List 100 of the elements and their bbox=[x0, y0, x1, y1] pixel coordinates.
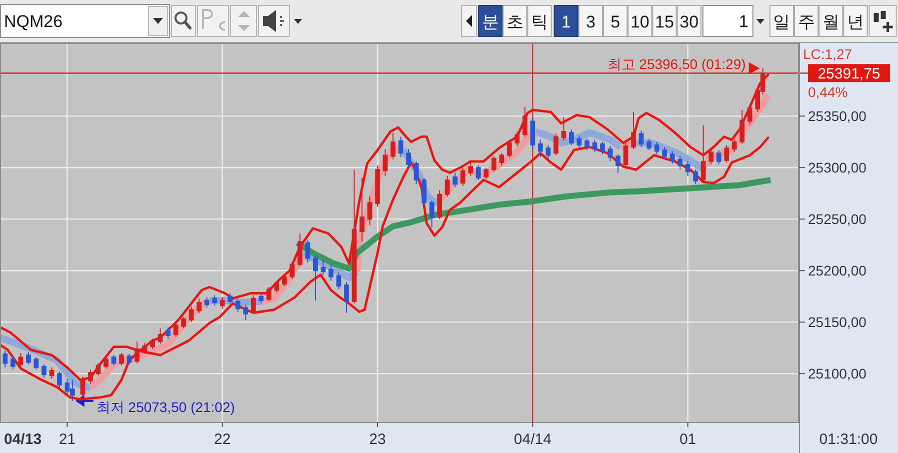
candlestick bbox=[328, 264, 334, 282]
candlestick bbox=[584, 138, 590, 151]
candlestick bbox=[181, 316, 186, 329]
candlestick bbox=[104, 356, 108, 369]
x-tick-label: 23 bbox=[369, 431, 386, 448]
candlestick bbox=[747, 104, 752, 125]
candlestick bbox=[724, 144, 730, 163]
candlestick bbox=[554, 133, 558, 156]
annotation: 최고 25396,50 (01:29) bbox=[607, 56, 746, 72]
candlestick bbox=[522, 106, 528, 138]
candlestick bbox=[499, 152, 504, 166]
annotation: 최저 25073,50 (21:02) bbox=[96, 398, 235, 415]
candlestick bbox=[460, 167, 466, 187]
candlestick bbox=[678, 156, 682, 170]
text: NQM26 bbox=[4, 12, 63, 31]
text: 5 bbox=[610, 12, 620, 32]
candlestick bbox=[654, 141, 660, 155]
candlestick bbox=[360, 177, 364, 242]
candlestick bbox=[631, 111, 636, 150]
candlestick bbox=[336, 272, 342, 290]
candlestick bbox=[732, 139, 737, 153]
candlestick bbox=[320, 260, 326, 276]
candlestick bbox=[18, 352, 24, 368]
candlestick bbox=[538, 139, 543, 158]
text: 년 bbox=[847, 12, 864, 32]
candlestick bbox=[600, 141, 605, 155]
candlestick bbox=[398, 136, 404, 158]
candlestick bbox=[716, 150, 722, 166]
candlestick bbox=[188, 306, 194, 323]
text: 30 bbox=[680, 12, 699, 32]
candlestick bbox=[608, 145, 613, 162]
candlestick bbox=[390, 132, 396, 160]
text: 0,44% bbox=[808, 84, 848, 100]
text: 일 bbox=[773, 12, 790, 32]
candlestick bbox=[662, 146, 667, 160]
candlestick bbox=[638, 130, 644, 148]
x-tick-label: 21 bbox=[58, 431, 76, 448]
candlestick bbox=[670, 150, 675, 164]
x-tick-label: 22 bbox=[214, 431, 231, 448]
candlestick bbox=[437, 190, 442, 220]
candlestick bbox=[382, 148, 388, 176]
candlestick bbox=[212, 294, 218, 306]
candlestick bbox=[708, 148, 714, 166]
text: 3 bbox=[586, 12, 596, 32]
candlestick bbox=[250, 294, 256, 314]
candlestick bbox=[367, 196, 372, 226]
candlestick bbox=[422, 177, 426, 208]
candlestick bbox=[740, 109, 745, 144]
candlestick bbox=[2, 350, 8, 368]
candlestick bbox=[484, 167, 489, 180]
candlestick bbox=[476, 165, 481, 180]
candlestick bbox=[693, 169, 698, 185]
text: 01:31:00 bbox=[819, 431, 878, 448]
y-tick-label: 25100,00 bbox=[808, 366, 867, 382]
candlestick bbox=[34, 356, 39, 370]
candlestick bbox=[506, 139, 512, 158]
candlestick bbox=[468, 162, 474, 176]
candlestick bbox=[375, 165, 380, 208]
candlestick bbox=[119, 352, 124, 366]
candlestick bbox=[344, 281, 349, 314]
candlestick bbox=[646, 138, 652, 151]
candlestick bbox=[134, 341, 140, 364]
x-tick-label: 01 bbox=[679, 431, 696, 448]
candlestick bbox=[592, 139, 598, 153]
candlestick bbox=[491, 156, 496, 172]
candlestick bbox=[569, 128, 574, 146]
candlestick bbox=[406, 148, 411, 168]
y-tick-label: 25350,00 bbox=[808, 108, 867, 124]
candlestick bbox=[313, 256, 318, 301]
candlestick bbox=[352, 169, 357, 304]
x-tick-label: 04/14 bbox=[514, 431, 552, 448]
y-tick-label: 25300,00 bbox=[808, 160, 867, 176]
text: 1 bbox=[561, 12, 571, 32]
candlestick bbox=[88, 368, 93, 384]
candlestick bbox=[158, 328, 163, 344]
text: 주 bbox=[798, 12, 815, 32]
candlestick bbox=[576, 135, 582, 149]
y-tick-label: 25250,00 bbox=[808, 211, 867, 228]
text: 1 bbox=[738, 12, 748, 31]
candlestick bbox=[298, 233, 302, 267]
candlestick bbox=[235, 298, 240, 312]
candlestick bbox=[685, 160, 690, 176]
candlestick bbox=[57, 371, 62, 389]
candlestick bbox=[220, 296, 225, 310]
text: 초 bbox=[506, 12, 524, 32]
text: LC:1,27 bbox=[803, 46, 852, 62]
candlestick bbox=[49, 366, 54, 380]
candlestick bbox=[266, 286, 272, 302]
candlestick bbox=[243, 304, 248, 321]
candlestick bbox=[514, 131, 520, 146]
text: 10 bbox=[630, 12, 650, 32]
candlestick bbox=[228, 292, 233, 304]
candlestick bbox=[10, 356, 16, 370]
candlestick bbox=[142, 342, 148, 355]
candlestick bbox=[282, 274, 287, 287]
text: 15 bbox=[655, 12, 674, 32]
candlestick bbox=[561, 116, 566, 142]
candlestick bbox=[258, 292, 264, 304]
text: 월 bbox=[822, 12, 840, 32]
text: 틱 bbox=[531, 12, 548, 32]
